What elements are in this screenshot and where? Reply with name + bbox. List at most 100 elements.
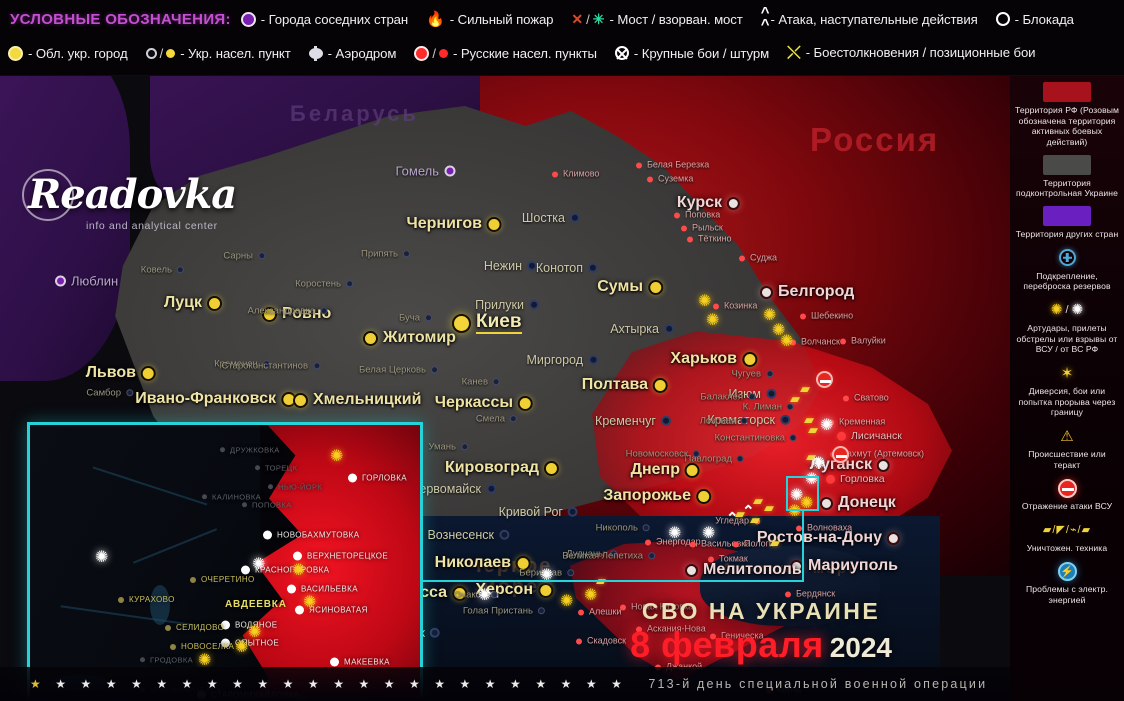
city-marker: Аскания-Нова: [636, 624, 706, 634]
inset-city-marker: ТОРЕЦК: [255, 464, 297, 472]
city-marker: Ровно: [262, 306, 331, 322]
legend-label: - Аэродром: [327, 45, 397, 61]
star-icon: ★: [131, 677, 142, 691]
city-marker: Коростень: [295, 279, 353, 289]
inset-city-marker: НОВОБАХМУТОВКА: [263, 530, 360, 540]
sidebar-legend-label: Уничтожен. техника: [1026, 542, 1108, 553]
city-marker: Вознесенск: [427, 529, 509, 542]
city-dot: [346, 280, 353, 288]
city-dot: [887, 531, 900, 545]
city-marker: Сватово: [843, 393, 889, 403]
star-icon: ★: [206, 677, 218, 691]
city-dot: [425, 314, 432, 322]
city-dot: [710, 633, 716, 639]
city-marker: Голая Пристань: [463, 606, 545, 616]
inset-city-marker: ВАСИЛЬЕВКА: [287, 584, 358, 594]
city-marker: Волчанск: [790, 336, 840, 347]
city-label: Васильевка: [701, 538, 751, 549]
city-dot: [690, 541, 696, 547]
city-marker: Шебекино: [800, 310, 854, 321]
city-marker: Васильевка: [690, 538, 751, 549]
city-label: Белая Церковь: [359, 364, 426, 376]
city-marker: Нежин: [484, 260, 537, 273]
city-label: Запорожье: [603, 487, 691, 504]
city-marker: Припять: [361, 249, 410, 259]
city-dot: [636, 162, 642, 168]
city-label: Козинка: [724, 300, 758, 311]
city-dot: [516, 555, 531, 571]
city-label: Кременчуг: [595, 413, 656, 428]
city-label: Тёткино: [698, 233, 732, 244]
war-map[interactable]: Черное море Азовское море Россия Беларусь…: [0, 76, 1010, 701]
sidebar-legend-item: ✶ Диверсия, бои или попытка прорыва через…: [1014, 362, 1120, 418]
city-dot: [741, 417, 748, 425]
star-icon: ★: [535, 677, 547, 691]
city-marker: Суземка: [647, 173, 694, 184]
city-dot: [681, 225, 687, 231]
city-marker: Конотоп: [536, 262, 598, 275]
city-label: Павлоград: [684, 453, 732, 465]
inset-city-label: КУРАХОВО: [129, 595, 175, 604]
city-label: Суземка: [658, 173, 694, 184]
legend-label: - Русские насел. пункты: [452, 45, 597, 61]
city-label: Волчанск: [801, 336, 840, 347]
city-label: Херсон: [475, 581, 533, 598]
inset-detail-map-donetsk[interactable]: ДОНЕЦКГОРЛОВКАМАКЕЕВКАНОВОБАХМУТОВКАВЕРХ…: [27, 422, 423, 701]
legend-row-secondary: - Обл. укр. город / - Укр. насел. пункт …: [0, 34, 1124, 72]
legend-item-strong-fire: 🔥 - Сильный пожар: [426, 12, 553, 27]
city-marker: Суджа: [739, 253, 777, 263]
sidebar-legend-label: Территория других стран: [1015, 228, 1119, 239]
city-label: Дудчаны: [566, 548, 605, 560]
city-label: Конотоп: [535, 260, 583, 275]
city-marker: Геническа: [710, 631, 764, 641]
city-dot: [713, 303, 719, 309]
city-label: Джанкой: [666, 662, 702, 672]
readovka-logo[interactable]: Readovka info and analytical center: [22, 169, 237, 232]
map-date: 8 февраля 2024: [630, 627, 892, 663]
x-clash-icon: ⤬: [787, 43, 801, 63]
city-marker: Канев: [462, 377, 500, 387]
city-label: К. Лиман: [742, 401, 782, 413]
poland-territory: [0, 76, 130, 381]
city-marker: Бердянск: [785, 589, 835, 599]
city-label: Ростов-на-Дону: [756, 529, 882, 546]
city-dot: [739, 255, 745, 261]
legend-label: - Крупные бои / штурм: [633, 45, 770, 61]
city-dot: [828, 419, 834, 425]
chevrons-up-icon: ^ ^: [760, 4, 770, 33]
city-label: Львов: [85, 364, 136, 381]
city-label: Энергодар: [656, 536, 701, 547]
legend-item-rus-settlement: / - Русские насел. пункты: [414, 45, 597, 61]
city-label: Канев: [461, 376, 488, 388]
inset-city-marker: НЬЮ-ЙОРК: [268, 483, 322, 491]
city-dot: [527, 261, 537, 271]
logo-ring-icon: [22, 169, 74, 221]
inset-city-label: НОВОСЕЛКА: [181, 642, 235, 651]
city-dot: [486, 484, 496, 494]
city-label: Житомир: [383, 329, 456, 346]
city-marker: Курск: [677, 195, 740, 211]
city-label: Шебекино: [811, 310, 854, 321]
city-dot: [826, 474, 835, 484]
city-label: Смела: [475, 413, 505, 425]
city-label: Мелитополь: [703, 561, 802, 578]
inset-city-label: ГРОДОВКА: [150, 655, 194, 665]
city-label: Белгород: [778, 283, 855, 300]
city-marker: Первомайск: [410, 483, 496, 496]
legend-label: - Блокада: [1014, 11, 1074, 27]
city-marker: Полтава: [582, 377, 668, 393]
footer-bar: ★ ★ ★ ★ ★ ★ ★ ★ ★ ★ ★ ★ ★ ★ ★ ★ ★ ★ ★ ★ ★ ★ ★ ★ 713-й день спец…: [0, 667, 1010, 701]
city-label: Рыльск: [692, 222, 723, 233]
star-icon: ★: [55, 677, 67, 691]
stop-sign-icon: [1014, 477, 1120, 499]
city-marker: Черкассы: [435, 395, 533, 411]
city-label: Коростень: [295, 278, 341, 290]
city-marker: Херсон: [475, 582, 553, 598]
city-dot: [820, 496, 833, 510]
city-marker: Великая Лепетиха: [562, 551, 655, 561]
inset-city-marker: КУРАХОВО: [118, 596, 175, 604]
inset-city-label: НОВОБАХМУТОВКА: [277, 530, 360, 539]
footer-day-counter: 713-й день специальной военной операции: [648, 677, 988, 691]
city-label: Алешки: [589, 606, 622, 617]
city-label: Донецк: [838, 494, 896, 511]
